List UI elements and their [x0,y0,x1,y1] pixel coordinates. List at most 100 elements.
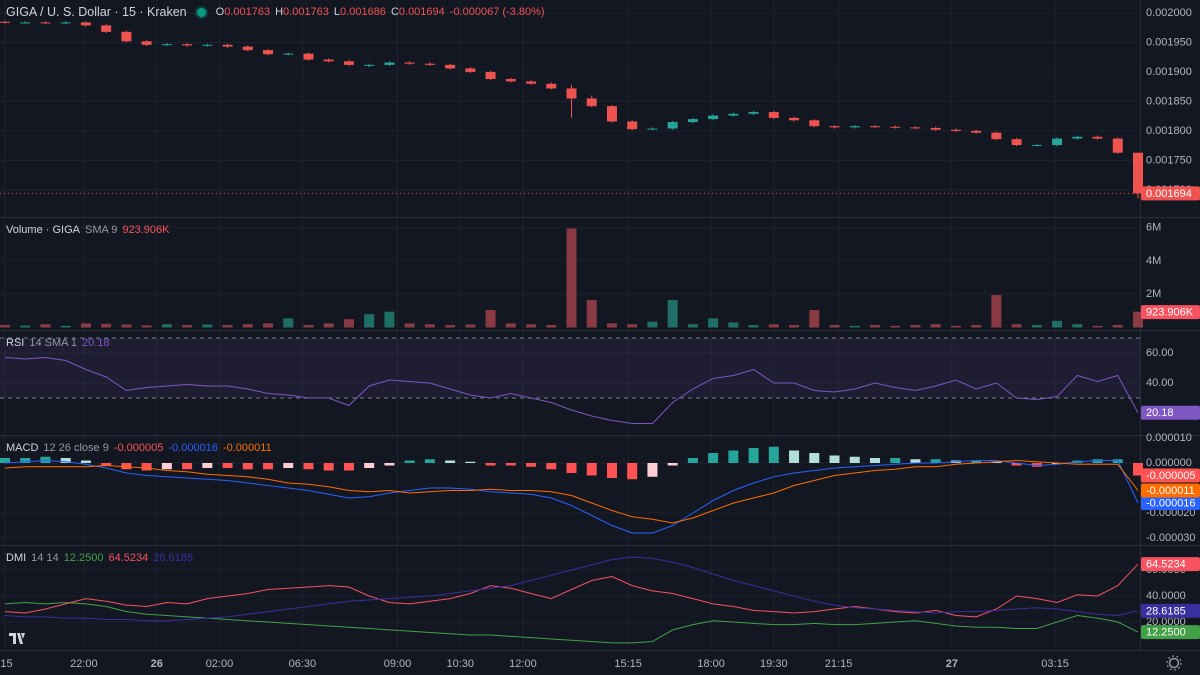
candle-body [910,127,921,129]
macd-histogram-bar [161,463,172,470]
ohlc-value: 0.001694 [398,6,445,18]
candle-body [80,22,91,26]
candle-body [404,62,415,64]
macd-histogram-bar [20,458,31,463]
macd-histogram-bar [1031,463,1042,467]
last-value-box [1141,468,1200,483]
x-tick-label: 12:00 [509,658,537,670]
volume-bar [789,325,800,328]
macd-histogram-bar [1092,459,1103,463]
ohlc-key: H [275,6,284,18]
y-tick-label: 60.00 [1146,347,1174,359]
indicator-line [4,601,1139,644]
pane-title: MACD [6,442,39,454]
last-value-label: -0.000016 [1146,497,1196,509]
x-tick-label: 15:15 [614,658,642,670]
candle-body [526,81,537,84]
rsi-band [0,338,1140,398]
candle-body [121,31,132,42]
macd-histogram-bar [890,458,901,463]
y-tick-label: 0.001950 [1146,36,1192,48]
indicator-line [4,356,1139,424]
candle-body [263,50,274,55]
volume-bar [465,324,476,328]
pane-legend: MACD 12 26 close 9 -0.000005 -0.000016 -0.00… [6,441,277,455]
volume-bar [991,295,1002,328]
candle-body [424,63,435,65]
candle-body [161,44,172,46]
ohlc-key: L [333,6,341,18]
macd-histogram-bar [445,460,456,463]
volume-bar [404,323,415,328]
x-tick-label: 10:30 [446,658,474,670]
candle-body [20,22,31,24]
volume-bar [829,325,840,328]
candle-body [364,64,375,66]
x-tick-label: 03:15 [1041,658,1069,670]
volume-bar [445,325,456,328]
settings-icon[interactable] [1166,655,1182,671]
volume-bar [20,325,31,328]
y-tick-label: 40.0000 [1146,590,1186,602]
macd-histogram-bar [869,458,880,463]
change-label: -0.000067 (-3.80%) [449,6,545,18]
macd-histogram-bar [40,456,51,463]
candle-body [930,127,941,130]
last-value-label: 923.906K [1146,307,1194,319]
tradingview-logo [6,628,30,648]
volume-bar [202,324,213,328]
volume-bar [708,318,719,328]
last-value-box [1141,557,1200,572]
volume-bar [1011,324,1022,328]
candle-body [991,132,1002,140]
macd-histogram-bar [364,463,375,468]
volume-bar [101,323,112,328]
status-dot [196,7,206,17]
indicator-line [4,563,1139,618]
candle-body [505,79,516,82]
pane-legend: Volume · GIGA SMA 9 923.906K [6,223,175,237]
last-value-label: 64.5234 [1146,559,1186,571]
macd-histogram-bar [586,463,597,476]
last-value-box [1141,625,1200,640]
macd-histogram-bar [708,453,719,463]
volume-bar [849,325,860,328]
macd-line [4,459,1139,524]
macd-histogram-bar [141,463,152,471]
macd-histogram-bar [687,458,698,463]
macd-histogram-bar [303,463,314,470]
macd-histogram-bar [728,450,739,463]
volume-bar [161,324,172,328]
macd-histogram-bar [384,463,395,466]
y-tick-label: 0.001750 [1146,154,1192,166]
x-tick-label: 21:15 [825,658,853,670]
macd-histogram-bar [80,460,91,463]
volume-bar [121,324,132,328]
candle-body [647,128,658,130]
candle-body [1052,138,1063,146]
ohlc-value: 0.001763 [224,6,271,18]
candle-body [890,126,901,128]
macd-histogram-bar [0,458,10,463]
macd-histogram-bar [1133,463,1143,476]
volume-bar [343,319,354,328]
candle-body [465,68,476,72]
y-tick-label: 0.002000 [1146,7,1192,19]
macd-histogram-bar [627,463,638,480]
macd-histogram-bar [647,463,658,477]
y-tick-label: 4M [1146,255,1161,267]
candle-body [768,112,779,118]
candle-body [687,119,698,123]
candle-body [1112,138,1123,153]
macd-histogram-bar [546,463,557,470]
macd-line [4,459,1139,534]
volume-bar [1092,325,1103,328]
last-value-box [1141,496,1200,510]
macd-histogram-bar [222,463,233,468]
macd-histogram-bar [566,463,577,473]
macd-histogram-bar [60,458,71,463]
candle-body [1031,145,1042,147]
macd-histogram-bar [768,446,779,463]
pane-title: Volume · GIGA [6,224,80,236]
